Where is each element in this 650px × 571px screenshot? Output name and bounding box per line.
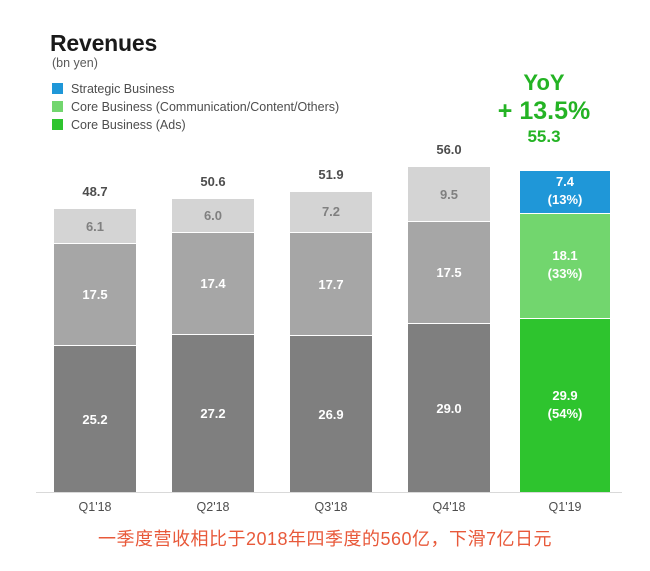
bar-group[interactable]: 27.2 17.4 6.0 50.6 Q2'18 — [172, 0, 254, 514]
bar-segment[interactable]: 29.9 (54%) — [520, 317, 610, 492]
bar-segment-value: 17.5 — [82, 287, 108, 303]
x-axis-category-label: Q1'18 — [78, 500, 112, 514]
bar-segment[interactable]: 18.1 (33%) — [520, 212, 610, 318]
yoy-percent: + 13.5% — [497, 97, 591, 125]
bar-segment-value: 17.5 — [436, 265, 462, 281]
x-axis-category-label: Q3'18 — [314, 500, 348, 514]
bar-segment[interactable]: 7.4 (13%) — [520, 169, 610, 213]
legend-swatch-icon — [52, 119, 63, 130]
bar-total-label: 48.7 — [82, 183, 108, 199]
yoy-callout: YoY + 13.5% 55.3 — [460, 70, 628, 148]
bar-segment-value: 17.7 — [318, 276, 344, 292]
bar-segment-value: 29.9 — [552, 387, 578, 403]
legend-item: Strategic Business — [52, 80, 339, 97]
bar-segment[interactable]: 17.5 — [54, 243, 136, 346]
legend-item-label: Core Business (Communication/Content/Oth… — [71, 99, 340, 114]
page-subtitle: (bn yen) — [52, 56, 98, 70]
bar-total-label: 51.9 — [318, 166, 344, 182]
bar-segment-value: 25.2 — [82, 411, 108, 427]
bar-segment-value: 29.0 — [436, 400, 462, 416]
x-axis-category-label: Q2'18 — [196, 500, 230, 514]
bar-segment[interactable]: 17.4 — [172, 232, 254, 334]
bar-segment-value: 6.0 — [203, 207, 223, 223]
legend-item: Core Business (Communication/Content/Oth… — [52, 98, 339, 115]
bar-group[interactable]: 25.2 17.5 6.1 48.7 Q1'18 — [54, 0, 136, 514]
x-axis-category-label: Q1'19 — [548, 500, 582, 514]
bar-segment[interactable]: 9.5 — [408, 166, 490, 222]
bar-segment[interactable]: 27.2 — [172, 333, 254, 492]
bar-segment-value: 26.9 — [318, 406, 344, 422]
bar-segment[interactable]: 29.0 — [408, 323, 490, 492]
bar-segment[interactable]: 25.2 — [54, 345, 136, 492]
bar-group[interactable]: 26.9 17.7 7.2 51.9 Q3'18 — [290, 0, 372, 514]
bar-segment[interactable]: 6.1 — [54, 207, 136, 244]
x-axis-line — [36, 492, 622, 493]
bar-segment-percent: (13%) — [547, 192, 583, 208]
bar-segment-value: 9.5 — [439, 186, 459, 202]
bar-segment-percent: (33%) — [547, 266, 583, 282]
bar-group[interactable]: 29.9 (54%) 18.1 (33%) 7.4 (13%) 55.3 Q1'19 — [520, 0, 610, 514]
yoy-label: YoY — [523, 70, 565, 95]
bar-segment[interactable]: 17.7 — [290, 232, 372, 336]
bar-segment[interactable]: 7.2 — [290, 190, 372, 233]
bar-segment[interactable]: 17.5 — [408, 221, 490, 324]
legend-item: Core Business (Ads) — [52, 116, 339, 133]
bar-segment-value: 6.1 — [85, 218, 105, 234]
bar-total-label: 50.6 — [200, 173, 226, 189]
bar-group[interactable]: 29.0 17.5 9.5 56.0 Q4'18 — [408, 0, 490, 514]
bar-segment-value: 17.4 — [200, 276, 226, 292]
chart-caption: 一季度营收相比于2018年四季度的560亿，下滑7亿日元 — [97, 529, 553, 549]
chart-legend: Strategic Business Core Business (Communi… — [52, 80, 339, 134]
legend-item-label: Strategic Business — [71, 81, 175, 96]
page-title: Revenues — [50, 30, 158, 56]
bar-segment-value: 7.4 — [555, 174, 575, 190]
bar-segment[interactable]: 6.0 — [172, 197, 254, 233]
bar-segment-percent: (54%) — [547, 405, 583, 421]
x-axis-category-label: Q4'18 — [432, 500, 466, 514]
bar-total-label: 56.0 — [436, 142, 462, 158]
legend-item-label: Core Business (Ads) — [71, 117, 186, 132]
bar-segment-value: 7.2 — [321, 204, 341, 220]
bar-segment-value: 27.2 — [200, 405, 226, 421]
legend-swatch-icon — [52, 101, 63, 112]
bar-segment-value: 18.1 — [552, 248, 578, 264]
legend-swatch-icon — [52, 83, 63, 94]
yoy-total: 55.3 — [527, 127, 561, 146]
bar-segment[interactable]: 26.9 — [290, 335, 372, 492]
